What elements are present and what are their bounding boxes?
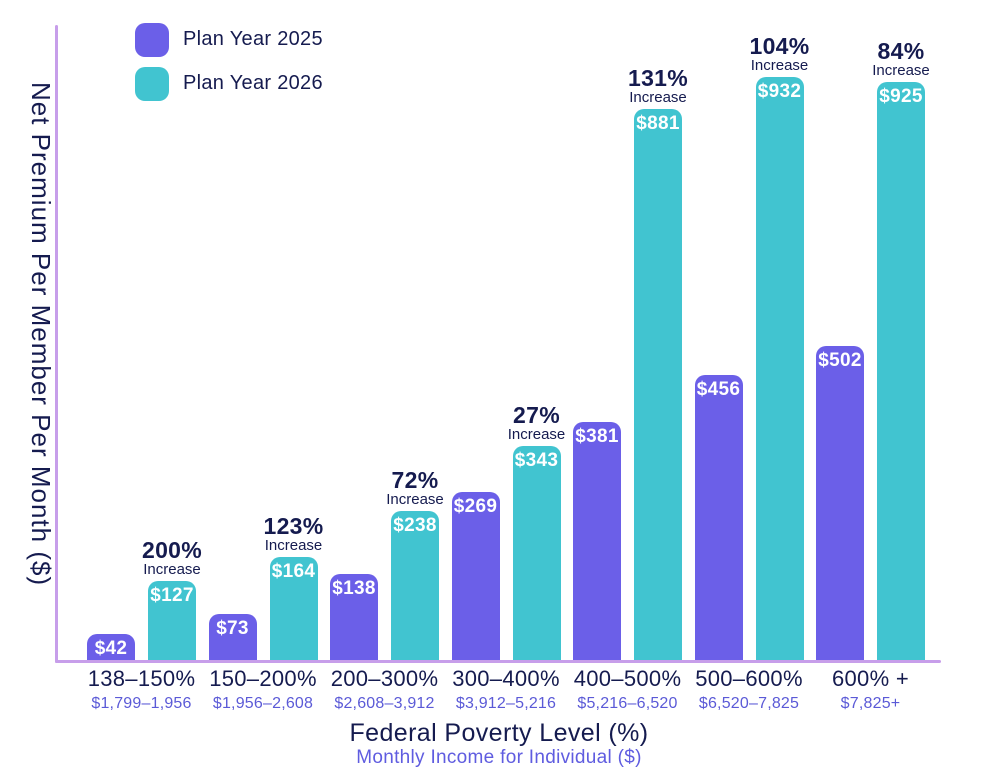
bar-2025: $502 (816, 346, 864, 660)
increase-word: Increase (264, 537, 323, 555)
x-income-label: $3,912–5,216 (455, 695, 557, 712)
bar-2025: $381 (573, 422, 621, 660)
x-category-label: 300–400% (452, 666, 560, 691)
x-category-label: 400–500% (573, 666, 682, 691)
bar-2025: $73 (208, 614, 257, 660)
bar-2025: $42 (87, 634, 135, 660)
bar-2025: $138 (330, 574, 378, 660)
x-axis-line (55, 660, 941, 663)
increase-label: 131% Increase (628, 66, 688, 106)
increase-word: Increase (507, 426, 566, 444)
increase-label: 72% Increase (386, 468, 444, 508)
legend-swatch-2025 (135, 22, 169, 57)
bar-2026: $925 (877, 82, 925, 660)
bar-value-2025: $502 (818, 350, 862, 371)
bar-value-2026: $925 (879, 86, 923, 107)
bar-value-2025: $73 (216, 618, 249, 639)
increase-percent: 123% (263, 513, 324, 540)
legend-label-2025: Plan Year 2025 (183, 28, 323, 50)
x-income-label: $1,956–2,608 (212, 695, 314, 712)
bar-value-2026: $881 (636, 113, 680, 134)
increase-word: Increase (629, 89, 687, 107)
legend-item-2026: Plan Year 2026 (135, 66, 323, 101)
increase-word: Increase (386, 491, 444, 509)
bar-2025: $269 (451, 492, 500, 660)
bar-2026: $881 (634, 109, 682, 660)
increase-percent: 200% (141, 537, 203, 564)
increase-percent: 72% (391, 467, 439, 494)
bar-value-2026: $164 (271, 561, 316, 582)
bar-value-2026: $127 (150, 585, 194, 606)
increase-word: Increase (872, 62, 930, 80)
increase-percent: 27% (513, 402, 560, 429)
increase-label: 27% Increase (508, 403, 566, 443)
bar-value-2025: $138 (332, 578, 376, 599)
bar-2026: $164 (269, 557, 318, 660)
bar-value-2025: $42 (94, 638, 128, 659)
bar-2026: $343 (512, 446, 561, 660)
x-income-label: $5,216–6,520 (577, 695, 678, 712)
legend-label-2026: Plan Year 2026 (183, 72, 323, 94)
x-category-label: 500–600% (695, 666, 803, 691)
x-category-label: 200–300% (330, 666, 439, 691)
increase-label: 200% Increase (142, 538, 202, 578)
bar-value-2026: $343 (514, 450, 559, 471)
bar-2026: $932 (755, 77, 804, 660)
increase-word: Increase (750, 57, 809, 75)
legend-item-2025: Plan Year 2025 (135, 22, 323, 57)
increase-percent: 84% (877, 38, 925, 65)
x-category-label: 600% + (831, 666, 910, 691)
x-axis-subtitle: Monthly Income for Individual ($) (356, 747, 642, 768)
x-category-label: 150–200% (209, 666, 317, 691)
bar-value-2025: $381 (575, 426, 619, 447)
increase-percent: 131% (627, 65, 689, 92)
x-income-label: $1,799–1,956 (91, 695, 192, 712)
bar-2026: $127 (148, 581, 196, 660)
y-axis-line (55, 25, 58, 663)
increase-label: 84% Increase (872, 39, 930, 79)
y-axis-title: Net Premium Per Member Per Month ($) (26, 81, 56, 587)
increase-label: 123% Increase (263, 514, 323, 554)
legend: Plan Year 2025 Plan Year 2026 (135, 22, 323, 110)
x-category-label: 138–150% (87, 666, 196, 691)
bar-value-2025: $269 (453, 496, 498, 517)
x-income-label: $7,825+ (840, 695, 901, 712)
x-axis-title: Federal Poverty Level (%) (349, 719, 649, 747)
bar-2026: $238 (391, 511, 439, 660)
legend-swatch-2026 (135, 66, 169, 101)
bar-value-2026: $238 (393, 515, 437, 536)
x-income-label: $6,520–7,825 (698, 695, 800, 712)
increase-word: Increase (143, 561, 201, 579)
increase-label: 104% Increase (749, 34, 809, 74)
bar-value-2025: $456 (696, 379, 741, 400)
increase-percent: 104% (749, 33, 810, 60)
bar-2025: $456 (694, 375, 743, 660)
bar-value-2026: $932 (757, 81, 802, 102)
x-income-label: $2,608–3,912 (334, 695, 435, 712)
